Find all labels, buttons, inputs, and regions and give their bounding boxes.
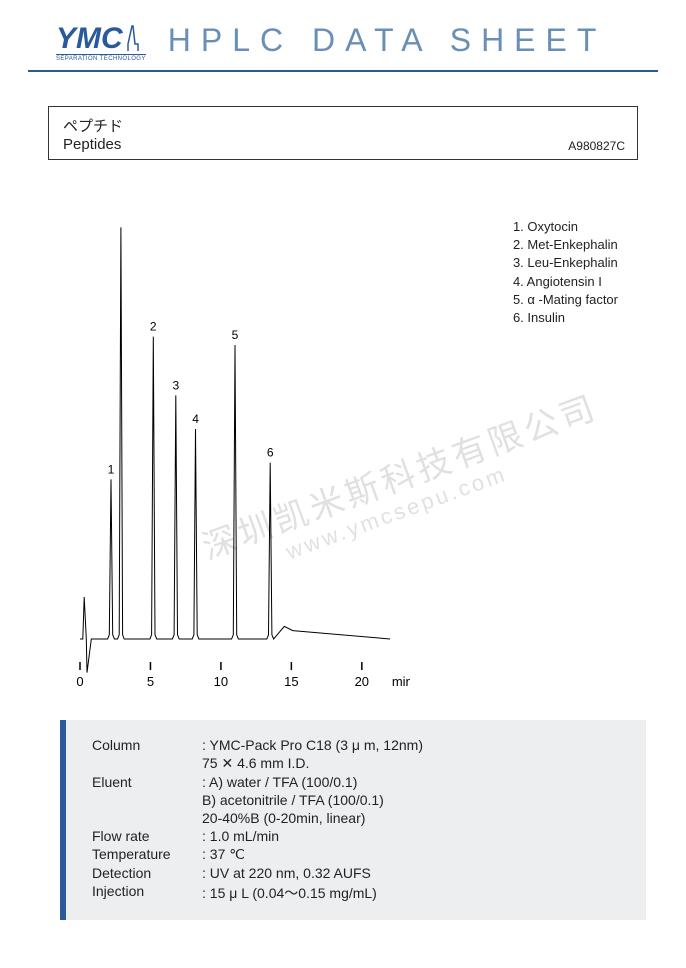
conditions-row: Detection: UV at 220 nm, 0.32 AUFS — [92, 864, 423, 882]
sample-box: ペプチド Peptides A980827C — [48, 106, 638, 160]
conditions-label: Column — [92, 736, 202, 754]
logo-peak-icon — [127, 22, 145, 56]
logo-letters: YMC — [56, 25, 123, 52]
peak-number-label: 5 — [232, 328, 239, 342]
conditions-row: Temperature: 37 ℃ — [92, 845, 423, 864]
conditions-value: : 1.0 mL/min — [202, 827, 423, 845]
x-axis-unit: min — [392, 674, 410, 689]
x-tick-label: 0 — [76, 674, 83, 689]
conditions-value: : A) water / TFA (100/0.1) — [202, 773, 423, 791]
conditions-value: B) acetonitrile / TFA (100/0.1) — [202, 791, 423, 809]
conditions-row: Column: YMC-Pack Pro C18 (3 μ m, 12nm) — [92, 736, 423, 754]
conditions-row: B) acetonitrile / TFA (100/0.1) — [92, 791, 423, 809]
conditions-value: : YMC-Pack Pro C18 (3 μ m, 12nm) — [202, 736, 423, 754]
conditions-label — [92, 791, 202, 809]
x-tick-label: 5 — [147, 674, 154, 689]
conditions-box: Column: YMC-Pack Pro C18 (3 μ m, 12nm) 7… — [60, 720, 646, 920]
sample-name-jp: ペプチド — [63, 115, 623, 136]
peak-number-label: 1 — [108, 462, 115, 476]
conditions-label: Flow rate — [92, 827, 202, 845]
chromatogram-region: 0 5 10 15 20 min 1 2 3 4 5 6 1. Oxytocin2. Met-Enke… — [70, 220, 638, 700]
sample-name-en: Peptides — [63, 136, 623, 153]
conditions-value: : UV at 220 nm, 0.32 AUFS — [202, 864, 423, 882]
conditions-value: : 15 μ L (0.04～0.15 mg/mL) — [202, 882, 423, 904]
conditions-label — [92, 809, 202, 827]
chromatogram-trace — [80, 227, 390, 672]
x-tick-label: 20 — [355, 674, 369, 689]
page-title: HPLC DATA SHEET — [146, 22, 638, 59]
conditions-table: Column: YMC-Pack Pro C18 (3 μ m, 12nm) 7… — [92, 736, 423, 904]
header-bar: YMC SEPARATION TECHNOLOGY HPLC DATA SHEE… — [28, 0, 658, 72]
x-tick-label: 15 — [284, 674, 298, 689]
conditions-label: Detection — [92, 864, 202, 882]
conditions-label: Eluent — [92, 773, 202, 791]
peak-legend-item: 3. Leu-Enkephalin — [513, 254, 618, 272]
peak-number-label: 2 — [150, 320, 157, 334]
peak-number-label: 3 — [172, 378, 179, 392]
chromatogram-svg: 0 5 10 15 20 min 1 2 3 4 5 6 — [70, 220, 410, 690]
conditions-value: 75 ✕ 4.6 mm I.D. — [202, 754, 423, 773]
conditions-value: : 37 ℃ — [202, 845, 423, 864]
peak-number-label: 4 — [192, 412, 199, 426]
conditions-row: Eluent: A) water / TFA (100/0.1) — [92, 773, 423, 791]
conditions-label: Temperature — [92, 845, 202, 864]
peak-legend-item: 6. Insulin — [513, 309, 618, 327]
conditions-row: 75 ✕ 4.6 mm I.D. — [92, 754, 423, 773]
logo-text: YMC — [56, 18, 145, 52]
conditions-value: 20-40%B (0-20min, linear) — [202, 809, 423, 827]
conditions-label: Injection — [92, 882, 202, 904]
conditions-row: Injection: 15 μ L (0.04～0.15 mg/mL) — [92, 882, 423, 904]
conditions-row: 20-40%B (0-20min, linear) — [92, 809, 423, 827]
conditions-label — [92, 754, 202, 773]
peak-number-label: 6 — [267, 446, 274, 460]
sample-code: A980827C — [568, 139, 625, 153]
peak-legend-item: 1. Oxytocin — [513, 218, 618, 236]
peak-legend-item: 5. α -Mating factor — [513, 291, 618, 309]
logo: YMC SEPARATION TECHNOLOGY — [56, 18, 146, 62]
peak-legend-item: 2. Met-Enkephalin — [513, 236, 618, 254]
peak-legend: 1. Oxytocin2. Met-Enkephalin3. Leu-Enkep… — [513, 218, 618, 327]
x-tick-label: 10 — [214, 674, 228, 689]
conditions-row: Flow rate: 1.0 mL/min — [92, 827, 423, 845]
peak-legend-item: 4. Angiotensin I — [513, 273, 618, 291]
